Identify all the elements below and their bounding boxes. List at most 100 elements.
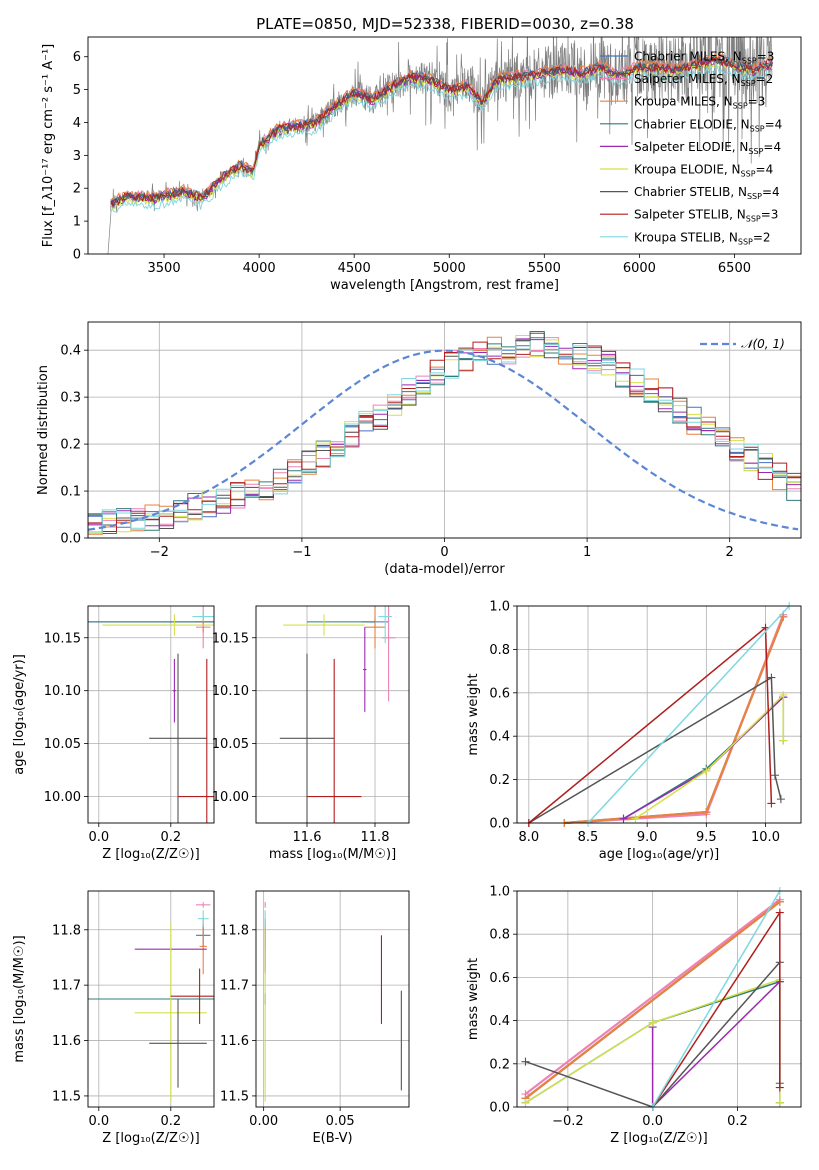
y-tick-label: 10.15 [44, 631, 81, 646]
spectrum-plot-area [107, 37, 773, 254]
weight-line-kroupa-stelib [651, 890, 781, 1108]
weight-marker [521, 1098, 530, 1107]
x-axis-label: mass [log₁₀(M/M☉)] [269, 847, 396, 862]
axes-frame [516, 890, 802, 1108]
weight-marker [779, 690, 788, 699]
weight-marker [521, 1057, 530, 1066]
spectrum-model-chabrier-stelib [110, 55, 773, 207]
x-tick-label: 9.5 [696, 830, 717, 845]
panels: 3500 4000 4500 5000 5500 6000 6500 0 1 2 3 4 5 6 wavel… [12, 36, 802, 1146]
weight-vs-age-axes: 8.0 8.5 9.0 9.5 10.0 0.0 0.2 0.4 0.6 0.8 1.0 age [l… [466, 600, 801, 862]
weight-vs-Z-plot-area [521, 887, 784, 1111]
x-tick-label: 11.8 [361, 830, 390, 845]
y-tick-label: 4 [73, 116, 81, 131]
y-tick-label: 10.00 [44, 790, 81, 805]
y-tick-label: 0.0 [489, 817, 510, 832]
axes-frame [87, 36, 802, 255]
axes-frame [87, 321, 802, 539]
x-tick-label: 1 [583, 545, 591, 560]
y-tick-label: 2 [73, 182, 81, 197]
axes-frame [255, 605, 410, 824]
y-tick-label: 0.0 [489, 1101, 510, 1116]
x-tick-label: 5000 [433, 261, 466, 276]
y-tick-label: 10.05 [44, 737, 81, 752]
y-tick-label: 11.8 [220, 923, 249, 938]
weight-marker [776, 795, 785, 804]
x-tick-label: 11.6 [293, 830, 322, 845]
weight-line-kroupa-stelib [587, 605, 790, 824]
weight-marker [775, 908, 784, 917]
y-tick-label: 1.0 [489, 600, 510, 615]
weight-marker [779, 612, 788, 621]
axes-frame [87, 890, 215, 1108]
y-axis-label: age [log₁₀(age/yr)] [12, 654, 27, 775]
y-tick-label: 10.10 [212, 684, 249, 699]
x-tick-label: 0.2 [727, 1114, 748, 1129]
y-axis-label: mass [log₁₀(M/M☉)] [12, 935, 27, 1062]
x-tick-label: 3500 [148, 261, 181, 276]
x-tick-label: 0.2 [160, 1114, 181, 1129]
x-axis-label: Z [log₁₀(Z/Z☉)] [102, 1131, 199, 1146]
y-tick-label: 0.6 [489, 971, 510, 986]
y-tick-label: 11.6 [220, 1034, 249, 1049]
age-vs-mass-axes: 11.6 11.8 10.00 10.05 10.10 10.15 mass [log₁₀(… [212, 606, 409, 862]
weight-marker [648, 1018, 657, 1027]
y-tick-label: 11.5 [52, 1089, 81, 1104]
spectrum-legend: Chabrier MILES, NSSP=3 Salpeter MILES, NS… [600, 50, 782, 246]
weight-marker [775, 897, 784, 906]
legend-label: Salpeter STELIB, NSSP=3 [634, 208, 778, 224]
y-tick-label: 0.3 [60, 391, 81, 406]
weight-marker [775, 1083, 784, 1092]
y-tick-label: 10.10 [44, 684, 81, 699]
x-tick-label: 5500 [528, 261, 561, 276]
histogram-plot-area [88, 331, 801, 538]
y-axis-label: Flux [f_λ10⁻¹⁷ erg cm⁻² s⁻¹ A⁻¹] [41, 44, 56, 248]
weight-vs-age-plot-area [524, 602, 794, 827]
x-tick-label: 2 [726, 545, 734, 560]
y-tick-label: 11.7 [52, 979, 81, 994]
y-tick-label: 0.6 [489, 686, 510, 701]
figure-title: PLATE=0850, MJD=52338, FIBERID=0030, z=0… [256, 15, 634, 33]
spectrum-axes: 3500 4000 4500 5000 5500 6000 6500 0 1 2 3 4 5 6 wavel… [41, 44, 751, 293]
legend-label: Kroupa ELODIE, NSSP=4 [634, 163, 773, 179]
x-axis-label: Z [log₁₀(Z/Z☉)] [102, 847, 199, 862]
x-axis-label: E(B-V) [312, 1131, 352, 1146]
spectrum-model-kroupa-miles [110, 53, 773, 203]
weight-line-salpeter-stelib [651, 910, 781, 1108]
y-tick-label: 3 [73, 149, 81, 164]
weight-line-salpeter-miles [564, 614, 785, 825]
x-axis-label: age [log₁₀(age/yr)] [599, 847, 720, 862]
y-tick-label: 10.00 [212, 790, 249, 805]
x-axis-label: (data-model)/error [384, 562, 505, 577]
axes-frame [516, 605, 802, 824]
legend-label: Chabrier ELODIE, NSSP=4 [634, 117, 782, 133]
mass-vs-ebv-axes: 0.00 0.05 11.5 11.6 11.7 11.8 E(B-V) [220, 891, 409, 1146]
weight-marker [619, 814, 628, 823]
y-tick-label: 0.2 [60, 438, 81, 453]
x-tick-label: 4500 [338, 261, 371, 276]
age-vs-Z-plot-area [88, 606, 214, 823]
x-tick-label: 0.05 [326, 1114, 355, 1129]
y-tick-label: 11.6 [52, 1034, 81, 1049]
x-tick-label: −2 [150, 545, 169, 560]
legend-label: Salpeter MILES, NSSP=2 [634, 72, 773, 88]
y-axis-label: mass weight [466, 958, 481, 1040]
x-tick-label: 0.0 [88, 830, 109, 845]
y-tick-label: 0.1 [60, 485, 81, 500]
x-tick-label: 10.0 [751, 830, 780, 845]
x-tick-label: 0.2 [160, 830, 181, 845]
y-tick-label: 1.0 [489, 885, 510, 900]
y-tick-label: 0 [73, 248, 81, 263]
weight-marker [779, 736, 788, 745]
weight-line-kroupa-elodie [634, 693, 785, 820]
residual-histogram-axes: −2 −1 0 1 2 0.0 0.1 0.2 0.3 0.4 (data-model)/error… [36, 322, 801, 577]
x-tick-label: 0 [440, 545, 448, 560]
y-tick-label: 0.0 [60, 532, 81, 547]
y-tick-label: 11.5 [220, 1089, 249, 1104]
x-tick-label: 4000 [243, 261, 276, 276]
weight-line-chabrier-stelib [528, 676, 782, 824]
legend-label: Salpeter ELODIE, NSSP=4 [634, 140, 781, 156]
gaussian-curve [88, 349, 799, 531]
weight-marker [775, 1098, 784, 1107]
x-tick-label: 0.00 [249, 1114, 278, 1129]
